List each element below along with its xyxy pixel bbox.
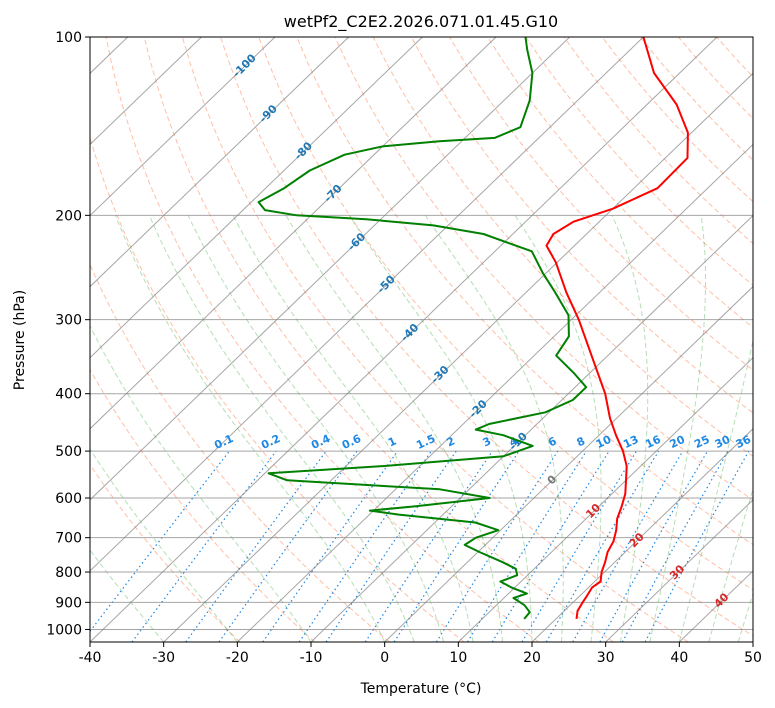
isotherm-line [531, 428, 753, 642]
dry-adiabat-line [334, 37, 753, 501]
temperature-profile-line [545, 37, 689, 620]
x-tick-label: 0 [380, 650, 389, 666]
dry-adiabat-line [90, 263, 390, 642]
x-tick-label: -40 [79, 650, 102, 666]
y-tick-label: 600 [55, 491, 82, 507]
moist-adiabat-line [90, 549, 165, 642]
moist-adiabat-line [90, 324, 312, 642]
mixing-ratio-label: 25 [692, 433, 711, 451]
y-tick-label: 800 [55, 565, 82, 581]
dry-adiabat-line [525, 37, 753, 286]
y-tick-label: 300 [55, 313, 82, 329]
mixing-ratio-label: 16 [643, 433, 663, 451]
isotherm-line [90, 37, 497, 430]
mixing-ratio-line [521, 450, 637, 642]
mixing-ratio-line [364, 450, 493, 642]
y-tick-label: 900 [55, 595, 82, 611]
isotherm-line [90, 37, 571, 501]
y-tick-label: 400 [55, 387, 82, 403]
moist-adiabat-line [514, 215, 602, 642]
x-axis-ticks: -40 -30 -20 -10 0 10 20 30 40 50 [79, 642, 762, 666]
background-lines [90, 37, 753, 642]
dry-adiabat-line [410, 37, 753, 414]
profile-series [257, 37, 689, 620]
mixing-ratio-line [545, 450, 660, 642]
y-axis-label: Pressure (hPa) [12, 290, 28, 390]
moist-adiabat-line [424, 215, 564, 642]
isotherm-line [90, 37, 350, 288]
mixing-ratio-line [262, 450, 399, 642]
isotherm-line [310, 214, 753, 642]
mixing-ratio-line [644, 450, 750, 642]
x-tick-label: -20 [226, 650, 249, 666]
isotherm-line [605, 499, 753, 642]
moist-adiabat-line [285, 215, 503, 642]
mixing-ratio-line [435, 450, 559, 642]
moist-adiabat-line [148, 215, 415, 642]
mixing-ratio-label: 10 [594, 433, 614, 451]
dry-adiabat-line [143, 37, 614, 642]
dry-adiabat-line [181, 37, 689, 642]
y-tick-label: 200 [55, 208, 82, 224]
plot-frame [89, 36, 754, 643]
y-tick-label: 500 [55, 444, 82, 460]
moist-adiabat-line [611, 215, 649, 642]
moist-adiabat-line [90, 448, 238, 642]
x-tick-label: 40 [670, 650, 688, 666]
mixing-ratio-label: 30 [713, 433, 733, 451]
x-tick-label: -30 [152, 650, 175, 666]
isotherm-line [384, 285, 753, 642]
y-axis-ticks: 100 200 300 400 500 600 700 800 900 1000 [46, 30, 90, 638]
x-tick-label: 50 [744, 650, 762, 666]
isotherm-line [90, 37, 276, 217]
isotherm-line [457, 356, 753, 642]
isotherm-line [163, 72, 753, 642]
mixing-ratio-line [325, 450, 457, 642]
x-tick-label: 10 [449, 650, 467, 666]
y-tick-label: 1000 [46, 622, 82, 638]
mixing-ratio-label: 13 [621, 433, 640, 451]
moist-adiabat-line [708, 487, 753, 642]
mixing-ratio-label: 36 [734, 433, 754, 451]
moist-adiabat-line [348, 215, 533, 642]
dry-adiabat-line [487, 37, 753, 329]
isotherm-line [90, 37, 644, 572]
moist-adiabat-line [678, 338, 753, 642]
x-tick-label: 30 [597, 650, 615, 666]
x-tick-label: -10 [300, 650, 323, 666]
moist-adiabat-line [232, 215, 474, 642]
dry-adiabat-line [105, 37, 540, 642]
isotherm-line [236, 143, 753, 642]
dry-adiabat-line [90, 463, 241, 642]
dewpoint-profile-line [257, 37, 588, 620]
mixing-ratio-line [298, 450, 432, 642]
chart-title: wetPf2_C2E2.2026.071.01.45.G10 [284, 12, 558, 32]
isotherm-line [90, 37, 202, 146]
x-tick-label: 20 [523, 650, 541, 666]
mixing-ratio-line [466, 450, 587, 642]
y-tick-label: 100 [55, 30, 82, 46]
isotherm-line [90, 37, 718, 642]
grid-lines [90, 37, 753, 642]
dry-adiabat-line [90, 135, 465, 642]
x-axis-label: Temperature (°C) [360, 681, 482, 697]
y-tick-label: 700 [55, 531, 82, 547]
moist-adiabat-line [649, 215, 706, 642]
mixing-ratio-label: 20 [668, 433, 688, 451]
dry-adiabat-line [258, 37, 753, 591]
moist-adiabat-line [115, 215, 386, 642]
isotherm-line [90, 37, 423, 359]
